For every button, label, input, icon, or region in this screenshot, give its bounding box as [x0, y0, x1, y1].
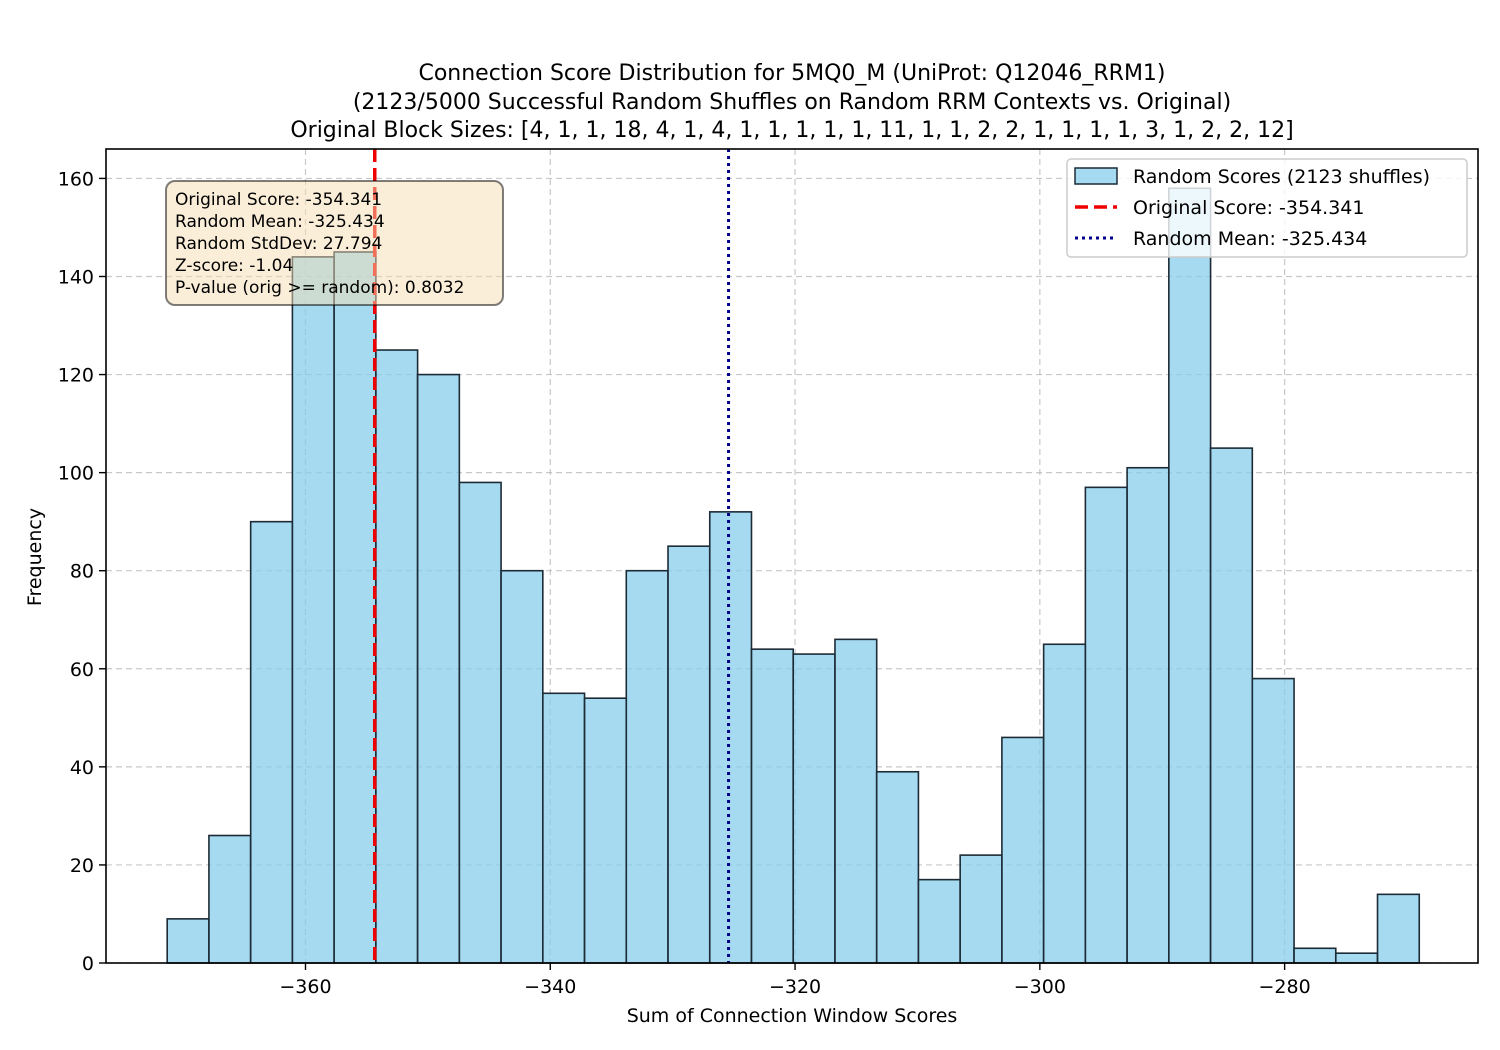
y-tick-label: 80 [70, 561, 94, 583]
x-tick-label: −320 [769, 976, 821, 998]
histogram-bar [834, 638, 878, 964]
plot-frame [105, 148, 1479, 964]
histogram-bar [500, 569, 544, 964]
x-tick-label: −300 [1014, 976, 1066, 998]
histogram-bar [375, 349, 419, 964]
y-tick-label: 160 [58, 168, 94, 190]
histogram-bar [1251, 677, 1295, 964]
histogram-bar [458, 481, 502, 964]
legend-label-random-scores: Random Scores (2123 shuffles) [1133, 166, 1430, 188]
stats-box-background [165, 180, 504, 306]
histogram-bar [708, 511, 753, 964]
x-tick-label: −340 [524, 976, 576, 998]
y-tick-label: 120 [58, 365, 94, 387]
histogram-bar [1001, 736, 1045, 964]
histogram-bar [1209, 447, 1254, 964]
legend: Random Scores (2123 shuffles) Original S… [1066, 158, 1468, 258]
histogram-bar [1334, 952, 1379, 964]
legend-label-original-score: Original Score: -354.341 [1133, 197, 1364, 219]
legend-label-random-mean: Random Mean: -325.434 [1133, 228, 1367, 250]
histogram-bar [416, 373, 461, 964]
x-tick-label: −280 [1259, 976, 1311, 998]
y-tick-label: 40 [70, 757, 94, 779]
histogram-bar [249, 520, 294, 964]
histogram-bar [1293, 947, 1337, 964]
histogram-bar [750, 648, 795, 964]
stats-random-mean: Random Mean: -325.434 [175, 212, 385, 232]
histogram-bar [333, 251, 377, 964]
histogram-bar [875, 770, 920, 964]
y-tick-label: 140 [58, 266, 94, 288]
histogram-bar [583, 697, 628, 964]
stats-p-value: P-value (orig >= random): 0.8032 [175, 278, 464, 298]
histogram-bar [542, 692, 586, 964]
legend-frame [1066, 158, 1468, 258]
histogram-bar [1168, 187, 1212, 964]
chart-title-line-1: Connection Score Distribution for 5MQ0_M… [418, 61, 1165, 86]
axes: −360 −340 −320 −300 −280 0 20 40 60 80 100 120 140 16… [58, 148, 1479, 998]
stats-original-score: Original Score: -354.341 [175, 190, 382, 210]
histogram-bar [208, 834, 252, 964]
histogram-bar [959, 854, 1003, 964]
y-axis-label: Frequency [24, 508, 46, 606]
stats-z-score: Z-score: -1.04 [175, 256, 293, 276]
histogram-bar [667, 545, 711, 964]
histogram-bar [291, 256, 335, 964]
legend-swatch-random-scores [1074, 167, 1118, 185]
y-tick-label: 100 [58, 463, 94, 485]
stats-random-stddev: Random StdDev: 27.794 [175, 234, 382, 254]
histogram-bar [1084, 486, 1128, 964]
y-tick-label: 20 [70, 855, 94, 877]
histogram-bar [1042, 643, 1087, 964]
stats-box: Original Score: -354.341 Random Mean: -3… [165, 180, 504, 306]
y-tick-label: 0 [82, 953, 94, 975]
chart-title-line-2: (2123/5000 Successful Random Shuffles on… [353, 90, 1231, 115]
histogram-bar [1126, 466, 1170, 964]
histogram-bar [792, 653, 836, 964]
x-axis-label: Sum of Connection Window Scores [627, 1005, 958, 1027]
y-tick-label: 60 [70, 659, 94, 681]
chart-title-line-3: Original Block Sizes: [4, 1, 1, 18, 4, 1… [290, 118, 1293, 143]
histogram-bar [1376, 893, 1421, 964]
histogram-bar [625, 569, 669, 964]
histogram-bar [166, 918, 210, 964]
x-tick-label: −360 [279, 976, 331, 998]
histogram-bar [917, 878, 961, 964]
